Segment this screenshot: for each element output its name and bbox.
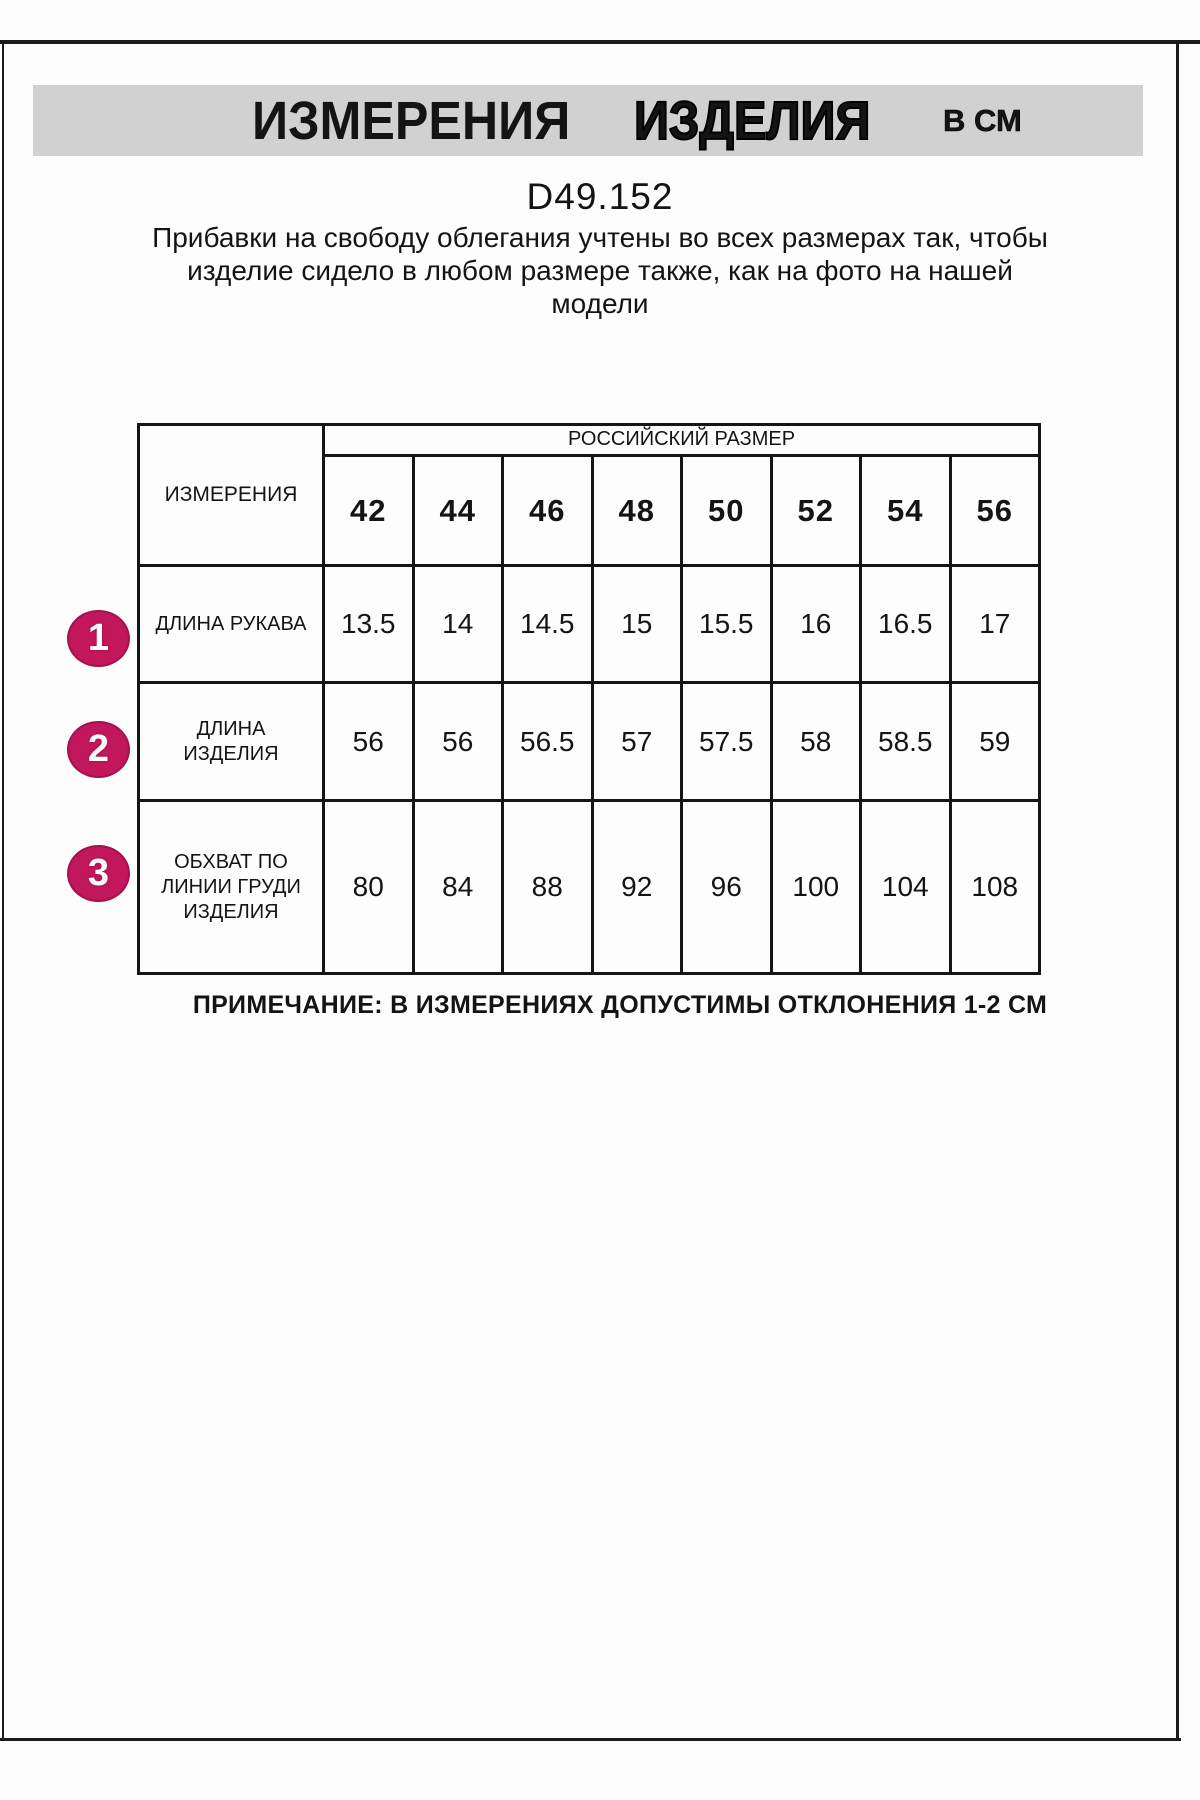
- table-row: ДЛИНА РУКАВА 13.5 14 14.5 15 15.5 16 16.5 17: [137, 564, 1042, 684]
- title-product: ИЗДЕЛИЯ: [633, 90, 871, 152]
- title-unit: В СМ: [942, 102, 1022, 138]
- size-header-cell: 50: [680, 454, 773, 567]
- row-marker-3-number: 3: [87, 852, 110, 894]
- size-header-cell: 56: [948, 454, 1042, 567]
- page-border-top: [0, 40, 1200, 44]
- value-cell: 84: [411, 799, 504, 975]
- description: Прибавки на свободу облегания учтены во …: [0, 221, 1200, 320]
- tolerance-note: ПРИМЕЧАНИЕ: В ИЗМЕРЕНИЯХ ДОПУСТИМЫ ОТКЛО…: [192, 991, 1048, 1019]
- title-band: ИЗМЕРЕНИЯ ИЗДЕЛИЯ В СМ: [33, 85, 1143, 156]
- value-cell: 15.5: [680, 564, 773, 684]
- size-header-cell: 54: [859, 454, 952, 567]
- row-marker-3: 3: [67, 845, 130, 902]
- value-cell: 14: [411, 564, 504, 684]
- size-header-cell: 52: [769, 454, 862, 567]
- model-code: D49.152: [526, 176, 674, 217]
- description-line: Прибавки на свободу облегания учтены во …: [152, 222, 1048, 253]
- value-cell: 59: [948, 681, 1042, 802]
- page-border-right: [1176, 42, 1179, 1740]
- description-line: модели: [551, 288, 649, 319]
- title-measurements: ИЗМЕРЕНИЯ: [252, 90, 571, 151]
- value-cell: 80: [322, 799, 415, 975]
- value-cell: 96: [680, 799, 773, 975]
- row-marker-1-number: 1: [87, 617, 110, 659]
- value-cell: 104: [859, 799, 952, 975]
- description-line: изделие сидело в любом размере также, ка…: [187, 255, 1013, 286]
- row-marker-1: 1: [67, 610, 130, 667]
- row-marker-2: 2: [67, 721, 130, 778]
- size-table: ИЗМЕРЕНИЯ РОССИЙСКИЙ РАЗМЕР 42 44 46 48 50 52…: [137, 423, 1042, 975]
- size-header-row: 42 44 46 48 50 52 54 56: [139, 454, 1042, 567]
- table-row: ОБХВАТ ПО ЛИНИИ ГРУДИ ИЗДЕЛИЯ 80 84 88 92 96 100…: [137, 799, 1042, 975]
- size-header-cell: 44: [411, 454, 504, 567]
- value-cell: 56.5: [501, 681, 594, 802]
- value-cell: 16: [769, 564, 862, 684]
- measurement-label: ДЛИНА РУКАВА: [137, 564, 325, 684]
- value-cell: 17: [948, 564, 1042, 684]
- value-cell: 16.5: [859, 564, 952, 684]
- table-row: ДЛИНА ИЗДЕЛИЯ 56 56 56.5 57 57.5 58 58.5 59: [137, 681, 1042, 802]
- value-cell: 88: [501, 799, 594, 975]
- value-cell: 92: [590, 799, 683, 975]
- value-cell: 56: [411, 681, 504, 802]
- table-corner-label: ИЗМЕРЕНИЯ: [137, 423, 325, 567]
- group-header-row: ИЗМЕРЕНИЯ РОССИЙСКИЙ РАЗМЕР: [137, 423, 1042, 567]
- measurement-label: ОБХВАТ ПО ЛИНИИ ГРУДИ ИЗДЕЛИЯ: [137, 799, 325, 975]
- value-cell: 58.5: [859, 681, 952, 802]
- page-border-left: [2, 44, 4, 1740]
- row-marker-2-number: 2: [87, 728, 110, 770]
- value-cell: 56: [322, 681, 415, 802]
- value-cell: 108: [948, 799, 1042, 975]
- value-cell: 15: [590, 564, 683, 684]
- value-cell: 57: [590, 681, 683, 802]
- value-cell: 14.5: [501, 564, 594, 684]
- size-header-cell: 46: [501, 454, 594, 567]
- measurement-label: ДЛИНА ИЗДЕЛИЯ: [137, 681, 325, 802]
- size-header-cell: 48: [590, 454, 683, 567]
- value-cell: 13.5: [322, 564, 415, 684]
- value-cell: 57.5: [680, 681, 773, 802]
- page-border-bottom: [0, 1738, 1181, 1741]
- size-header-cell: 42: [322, 454, 415, 567]
- value-cell: 100: [769, 799, 862, 975]
- value-cell: 58: [769, 681, 862, 802]
- table-group-header: РОССИЙСКИЙ РАЗМЕР: [321, 423, 1042, 457]
